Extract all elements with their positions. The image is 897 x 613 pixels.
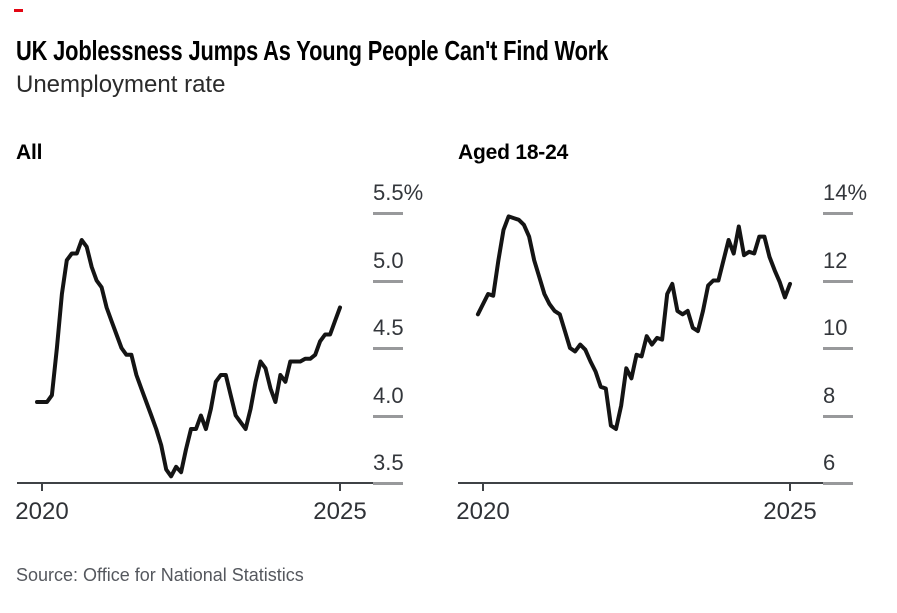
y-tick-dash (823, 414, 853, 418)
y-tick-dash (823, 212, 853, 215)
y-axis-label: 6 (823, 450, 836, 475)
x-axis-tick (41, 483, 43, 491)
aged-18-24-data-line (475, 214, 792, 431)
y-axis-label: 14% (823, 180, 868, 205)
x-axis-tick (339, 483, 341, 491)
x-axis-tick (789, 483, 791, 491)
all-data-line (35, 238, 342, 479)
y-axis-label: 4.0 (373, 382, 404, 408)
x-axis-line (17, 482, 403, 484)
y-axis-label: 5.0 (373, 247, 404, 273)
y-axis-label: 4.5 (373, 315, 404, 340)
chart-subtitle: Unemployment rate (16, 71, 226, 98)
panel-label-all: All (16, 141, 43, 164)
y-tick-dash (823, 279, 853, 283)
y-axis-label: 3.5 (373, 450, 404, 475)
y-axis-label: 8 (823, 382, 836, 408)
chart-title: UK Joblessness Jumps As Young People Can… (16, 35, 609, 66)
x-axis-line (458, 482, 843, 484)
y-axis-label: 12 (823, 247, 848, 273)
y-axis-label: 10 (823, 315, 848, 340)
x-axis-label: 2020 (15, 498, 69, 525)
y-tick-dash (373, 212, 403, 215)
panel-label-aged-18-24: Aged 18-24 (458, 141, 569, 164)
y-axis-label: 5.5% (373, 180, 424, 205)
y-tick-dash (373, 347, 403, 350)
y-tick-dash (823, 482, 853, 485)
x-axis-label: 2020 (456, 498, 510, 525)
x-axis-tick (482, 483, 484, 491)
y-tick-dash (373, 482, 403, 485)
red-accent-dash (14, 9, 23, 12)
y-tick-dash (373, 279, 403, 283)
source-note: Source: Office for National Statistics (16, 565, 304, 585)
x-axis-label: 2025 (763, 498, 817, 525)
y-tick-dash (823, 347, 853, 350)
y-tick-dash (373, 414, 403, 418)
x-axis-label: 2025 (313, 498, 367, 525)
